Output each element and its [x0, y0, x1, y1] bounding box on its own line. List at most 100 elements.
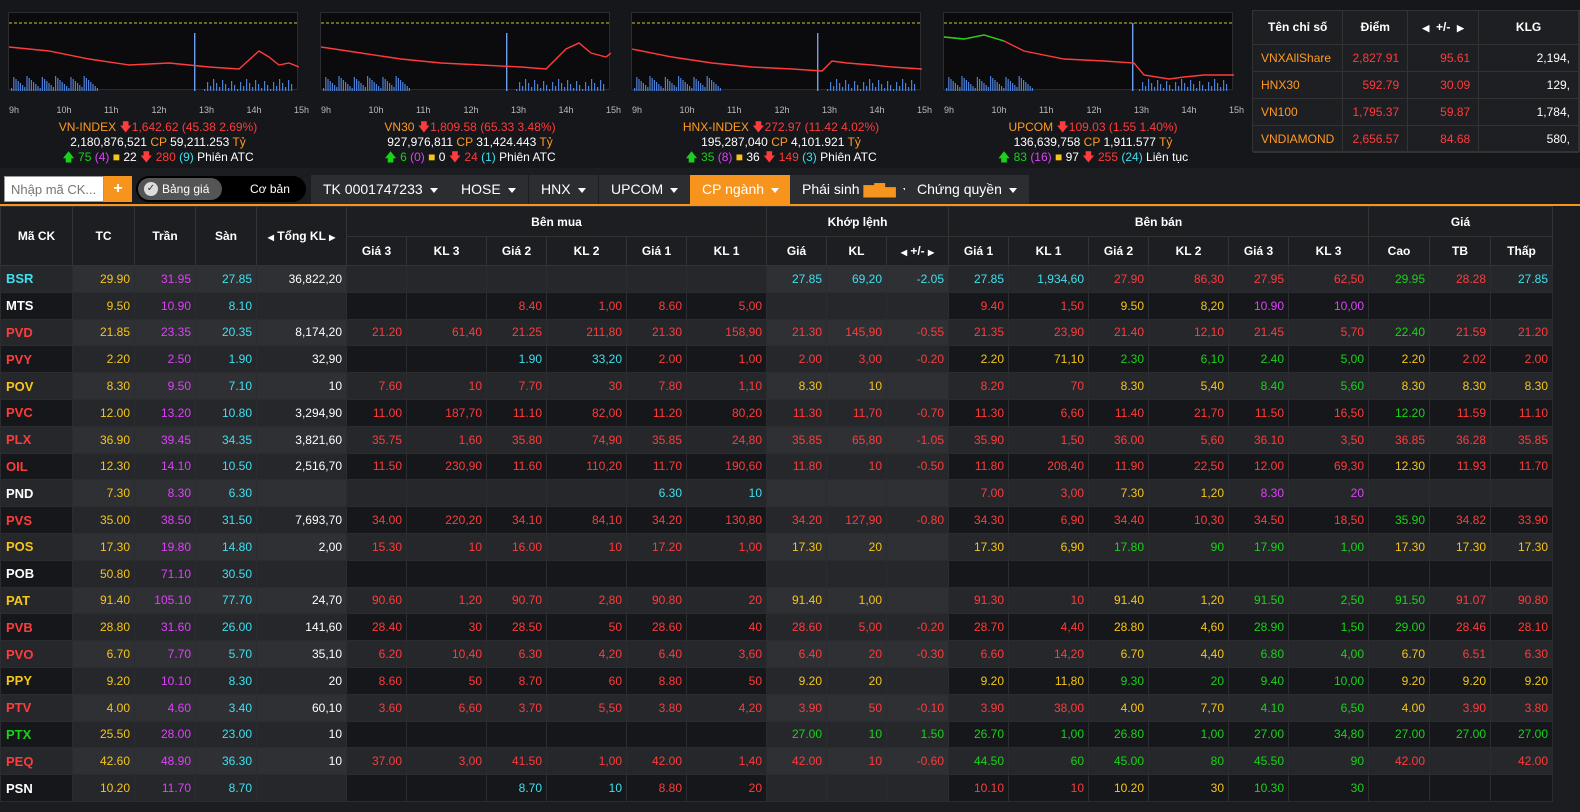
tab-upcom[interactable]: UPCOM — [599, 175, 691, 204]
table-row[interactable]: MTS 9.50 10.90 8.10 8.40 1,00 8.60 5,00 9.40 1,50… — [0, 291, 1553, 320]
header-sell-price-1[interactable]: Giá 1 — [948, 236, 1009, 266]
cell-low: 21.20 — [1490, 318, 1553, 347]
header-sell-price-2[interactable]: Giá 2 — [1088, 236, 1149, 266]
cell-symbol[interactable]: OIL — [0, 452, 73, 481]
cell-symbol[interactable]: POB — [0, 559, 73, 588]
cell-match-change — [886, 774, 949, 802]
cell-symbol[interactable]: POV — [0, 372, 73, 400]
summary-row[interactable]: VNXAllShare 2,827.91 95.61 2,194, — [1253, 44, 1579, 72]
cell-symbol[interactable]: PVD — [0, 318, 73, 347]
tab-hnx[interactable]: HNX — [529, 175, 598, 204]
table-row[interactable]: POB 50.80 71.10 30.50 — [0, 559, 1553, 588]
summary-header-change[interactable]: ◀ +/- ▶ — [1407, 11, 1480, 45]
table-row[interactable]: PND 7.30 8.30 6.30 6.30 10 7.00 3,00 7.30 1,20 8.3… — [0, 479, 1553, 508]
table-row[interactable]: PVY 2.20 2.50 1.90 32,90 1.90 33,20 2.00 1,00 2.0… — [0, 345, 1553, 374]
index-mini-chart[interactable] — [8, 12, 299, 91]
table-row[interactable]: PLX 36.90 39.45 34.35 3,821,60 35.75 1,60 35.80… — [0, 425, 1553, 454]
cell-match-change — [886, 372, 949, 400]
table-row[interactable]: POS 17.30 19.80 14.80 2,00 15.30 10 16.00 10 17.2… — [0, 532, 1553, 561]
add-stock-button[interactable]: + — [104, 176, 132, 202]
header-avg[interactable]: TB — [1429, 236, 1491, 266]
cell-match-change — [886, 559, 949, 588]
header-buy-vol-1[interactable]: KL 1 — [686, 236, 767, 266]
cell-low: 90.80 — [1490, 586, 1553, 615]
cell-floor: 8.30 — [195, 666, 257, 695]
header-sell-vol-2[interactable]: KL 2 — [1148, 236, 1229, 266]
cell-match-change: -0.60 — [886, 747, 949, 776]
cell-symbol[interactable]: PVC — [0, 398, 73, 427]
table-row[interactable]: PVD 21.85 23.35 20.35 8,174,20 21.20 61,40 21.2… — [0, 318, 1553, 347]
cell-buy-vol-2: 50 — [546, 613, 627, 642]
tab-cp-nganh[interactable]: CP ngành — [690, 175, 792, 204]
cell-symbol[interactable]: MTS — [0, 291, 73, 320]
cell-symbol[interactable]: PVY — [0, 345, 73, 374]
tab-hose[interactable]: HOSE — [449, 175, 528, 204]
header-buy-price-2[interactable]: Giá 2 — [486, 236, 547, 266]
header-buy-vol-2[interactable]: KL 2 — [546, 236, 627, 266]
table-row[interactable]: PVS 35.00 38.50 31.50 7,693,70 34.00 220,20 34.… — [0, 506, 1553, 534]
cell-symbol[interactable]: PAT — [0, 586, 73, 615]
header-match-price[interactable]: Giá — [766, 236, 827, 266]
index-mini-chart[interactable] — [320, 12, 611, 91]
cell-symbol[interactable]: PTV — [0, 693, 73, 722]
table-row[interactable]: PAT 91.40 105.10 77.70 24,70 90.60 1,20 90.70 2,… — [0, 586, 1553, 615]
cell-symbol[interactable]: PVS — [0, 506, 73, 534]
cell-symbol[interactable]: PPY — [0, 666, 73, 695]
summary-row[interactable]: HNX30 592.79 30.09 129, — [1253, 71, 1579, 99]
summary-row[interactable]: VNDIAMOND 2,656.57 84.68 580, — [1253, 125, 1579, 153]
table-row[interactable]: PTX 25.50 28.00 23.00 10 27.00 10 1.50 26.70 1,00… — [0, 720, 1553, 749]
cell-sell-vol-3: 5,60 — [1288, 372, 1369, 400]
header-match-vol[interactable]: KL — [826, 236, 887, 266]
table-row[interactable]: PVC 12.00 13.20 10.80 3,294,90 11.00 187,70 11.… — [0, 398, 1553, 427]
cell-avg: 27.00 — [1429, 720, 1491, 749]
table-row[interactable]: BSR 29.90 31.95 27.85 36,822,20 27.85 69,20 -2.… — [0, 265, 1553, 293]
table-row[interactable]: POV 8.30 9.50 7.10 10 7.60 10 7.70 30 7.80 1,10 8.3… — [0, 372, 1553, 400]
header-floor[interactable]: Sàn — [195, 206, 257, 266]
header-symbol[interactable]: Mã CK — [0, 206, 73, 266]
cell-symbol[interactable]: PLX — [0, 425, 73, 454]
index-mini-chart[interactable] — [943, 12, 1234, 91]
decliners: 255 — [1097, 150, 1119, 164]
cell-symbol[interactable]: PSN — [0, 774, 73, 802]
cell-symbol[interactable]: PVB — [0, 613, 73, 642]
cell-sell-price-1: 35.90 — [948, 425, 1009, 454]
cell-symbol[interactable]: PVO — [0, 640, 73, 668]
cell-symbol[interactable]: POS — [0, 532, 73, 561]
table-row[interactable]: PVB 28.80 31.60 26.00 141,60 28.40 30 28.50 50 28… — [0, 613, 1553, 642]
cell-buy-vol-3: 6,60 — [406, 693, 487, 722]
cell-buy-vol-1: 10 — [686, 479, 767, 508]
header-match-change[interactable]: ◀ +/- ▶ — [886, 236, 949, 266]
table-row[interactable]: PTV 4.00 4.60 3.40 60,10 3.60 6,60 3.70 5,50 3.80… — [0, 693, 1553, 722]
header-buy-price-1[interactable]: Giá 1 — [626, 236, 687, 266]
header-sell-vol-3[interactable]: KL 3 — [1288, 236, 1369, 266]
header-sell-price-3[interactable]: Giá 3 — [1228, 236, 1289, 266]
header-sell-vol-1[interactable]: KL 1 — [1008, 236, 1089, 266]
cell-symbol[interactable]: BSR — [0, 265, 73, 293]
table-row[interactable]: PEQ 42.60 48.90 36.30 10 37.00 3,00 41.50 1,00 42… — [0, 747, 1553, 776]
header-low[interactable]: Thấp — [1490, 236, 1553, 266]
stock-search-input[interactable] — [4, 176, 104, 202]
toggle-fundamental[interactable]: Cơ bản — [250, 182, 290, 196]
header-high[interactable]: Cao — [1368, 236, 1430, 266]
toggle-price-board[interactable]: ✓ Bảng giá — [138, 178, 222, 200]
tab-derivatives[interactable]: Phái sinh ▆▇▅ — [790, 175, 923, 204]
tab-warrants[interactable]: Chứng quyền — [905, 175, 1029, 204]
header-total-volume[interactable]: ◀ Tổng KL ▶ — [256, 206, 347, 266]
cell-ref: 10.20 — [72, 774, 135, 802]
tab-account[interactable]: TK 0001747233 — [311, 175, 450, 204]
table-row[interactable]: OIL 12.30 14.10 10.50 2,516,70 11.50 230,90 11.… — [0, 452, 1553, 481]
index-mini-chart[interactable] — [631, 12, 922, 91]
table-row[interactable]: PPY 9.20 10.10 8.30 20 8.60 50 8.70 60 8.80 50 9.20… — [0, 666, 1553, 695]
cell-symbol[interactable]: PND — [0, 479, 73, 508]
cell-sell-vol-1: 10 — [1008, 586, 1089, 615]
summary-row[interactable]: VN100 1,795.37 59.87 1,784, — [1253, 98, 1579, 126]
header-ref[interactable]: TC — [72, 206, 135, 266]
cell-symbol[interactable]: PEQ — [0, 747, 73, 776]
table-row[interactable]: PVO 6.70 7.70 5.70 35,10 6.20 10,40 6.30 4,20 6.4… — [0, 640, 1553, 668]
header-buy-vol-3[interactable]: KL 3 — [406, 236, 487, 266]
cell-symbol[interactable]: PTX — [0, 720, 73, 749]
table-row[interactable]: PSN 10.20 11.70 8.70 8.70 10 8.80 20 10.10 10 10.2… — [0, 774, 1553, 802]
header-buy-price-3[interactable]: Giá 3 — [346, 236, 407, 266]
header-ceiling[interactable]: Trần — [134, 206, 196, 266]
view-toggle[interactable]: ✓ Bảng giá Cơ bản — [136, 176, 306, 202]
